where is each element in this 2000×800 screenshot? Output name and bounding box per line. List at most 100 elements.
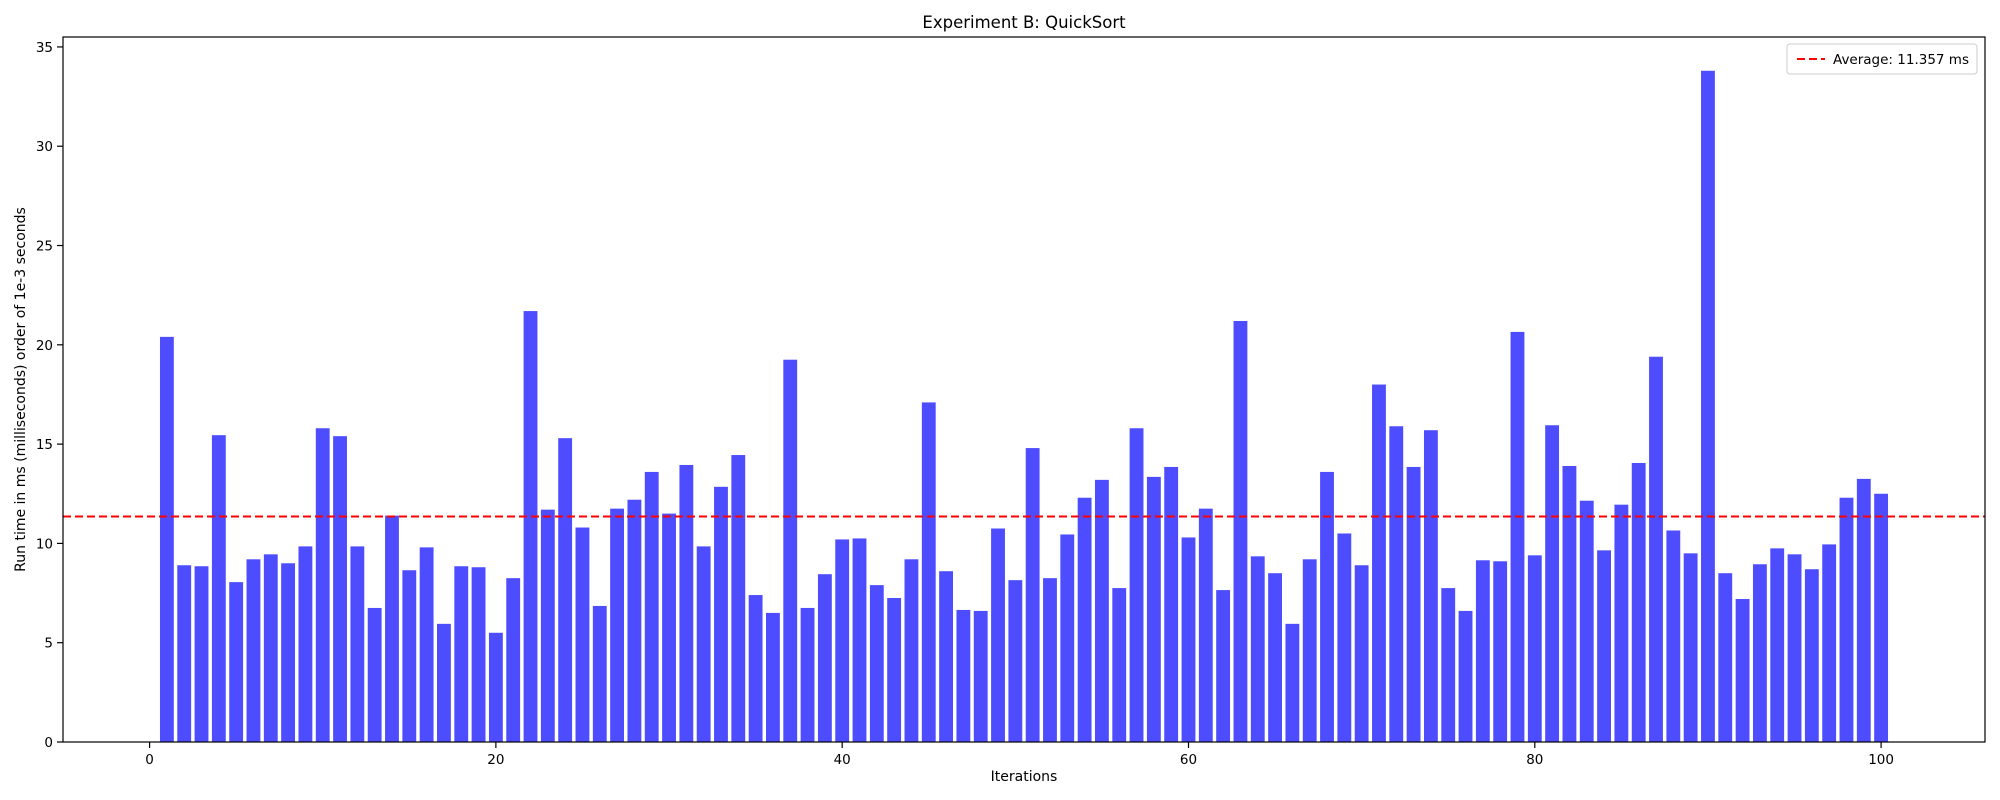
bar xyxy=(1770,548,1785,742)
y-tick-label: 20 xyxy=(36,338,53,354)
bar xyxy=(1146,476,1161,742)
x-tick-label: 100 xyxy=(1868,752,1894,768)
bar xyxy=(1233,320,1248,742)
bar xyxy=(1839,497,1854,742)
bar xyxy=(1562,465,1577,742)
bar xyxy=(1008,580,1023,742)
bar xyxy=(644,471,659,742)
bar xyxy=(696,546,711,742)
bar xyxy=(1389,426,1404,742)
y-tick-label: 25 xyxy=(36,239,53,255)
bar xyxy=(1268,573,1282,742)
bar xyxy=(1302,559,1317,742)
bar xyxy=(1354,565,1369,742)
bar xyxy=(1337,533,1352,742)
bar xyxy=(333,436,347,742)
bar xyxy=(419,547,434,742)
bar xyxy=(817,574,832,742)
bar xyxy=(1787,554,1802,742)
bar xyxy=(367,607,382,742)
bar xyxy=(1597,550,1611,742)
bar xyxy=(973,610,988,742)
bar xyxy=(211,435,226,742)
bar xyxy=(887,598,902,742)
x-tick-label: 60 xyxy=(1180,752,1197,768)
chart-title: Experiment B: QuickSort xyxy=(922,13,1126,32)
bar xyxy=(471,567,486,742)
bar xyxy=(1423,430,1438,742)
bar xyxy=(1250,556,1265,742)
x-tick-label: 20 xyxy=(487,752,504,768)
bar xyxy=(921,402,936,742)
bar xyxy=(1874,493,1889,742)
bar xyxy=(731,455,746,742)
bar xyxy=(1077,497,1092,742)
bar xyxy=(904,559,919,742)
legend-label: Average: 11.357 ms xyxy=(1833,52,1969,68)
bar xyxy=(1649,356,1663,742)
bar xyxy=(610,508,625,742)
bar xyxy=(177,565,192,742)
bar xyxy=(298,546,313,742)
bar xyxy=(748,595,763,742)
bar xyxy=(1216,590,1231,742)
bar xyxy=(662,513,676,742)
bar xyxy=(956,609,971,742)
axes-layer: 0 20 40 60 80 100 0 5 10 15 20 25 30 35 xyxy=(36,36,1986,768)
bar xyxy=(1129,428,1144,742)
bar xyxy=(1856,478,1871,742)
bar xyxy=(385,515,399,742)
bar xyxy=(281,563,296,742)
bar xyxy=(1579,500,1594,742)
plot-frame xyxy=(62,36,1986,743)
bar xyxy=(315,428,330,742)
y-tick-label: 10 xyxy=(36,536,53,552)
bar xyxy=(835,539,850,742)
bar xyxy=(800,607,815,742)
bar xyxy=(1475,560,1490,742)
bar xyxy=(714,486,728,742)
bar xyxy=(1493,561,1508,742)
x-tick-label: 80 xyxy=(1526,752,1543,768)
bar xyxy=(1614,504,1629,742)
bar xyxy=(194,566,209,742)
bar xyxy=(939,571,953,742)
bar xyxy=(783,359,798,742)
bar xyxy=(246,559,261,742)
bar xyxy=(766,612,780,742)
bar xyxy=(1527,555,1542,742)
bar xyxy=(1666,530,1681,742)
bar xyxy=(1372,384,1386,742)
bar xyxy=(1164,466,1179,742)
y-axis-label: Run time in ms (milliseconds) order of 1… xyxy=(13,207,29,572)
y-tick-label: 0 xyxy=(44,735,53,751)
bar xyxy=(1822,544,1837,742)
bar xyxy=(1060,534,1075,742)
y-tick-label: 15 xyxy=(36,437,53,453)
bar xyxy=(1752,564,1767,742)
x-axis-label: Iterations xyxy=(991,769,1058,785)
bar xyxy=(1718,573,1733,742)
bar xyxy=(1735,599,1750,742)
bar xyxy=(540,509,555,742)
bar xyxy=(488,632,503,742)
bar xyxy=(1441,588,1456,742)
legend: Average: 11.357 ms xyxy=(1786,43,1978,75)
bar xyxy=(627,499,642,742)
bar xyxy=(991,528,1005,742)
bar xyxy=(1804,569,1819,742)
bar xyxy=(852,538,867,742)
bar xyxy=(592,605,607,742)
bar xyxy=(1198,508,1213,742)
bar xyxy=(1458,610,1473,742)
bar xyxy=(1112,588,1127,742)
y-tick-label: 5 xyxy=(44,636,53,652)
bars-layer xyxy=(159,70,1889,742)
bar xyxy=(523,311,538,742)
bar xyxy=(1094,479,1109,742)
bar xyxy=(1406,466,1421,742)
y-tick-label: 35 xyxy=(36,40,53,56)
bar xyxy=(558,438,573,742)
bar xyxy=(437,623,451,742)
